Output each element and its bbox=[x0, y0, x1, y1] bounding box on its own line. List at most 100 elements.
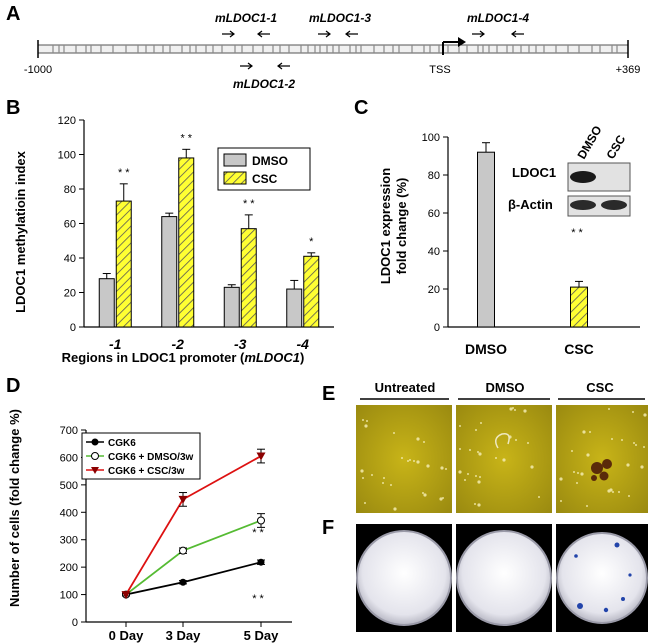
agar-speck bbox=[502, 458, 506, 462]
plate-csc bbox=[556, 532, 648, 624]
agar-speck bbox=[475, 475, 477, 477]
agar-speck bbox=[477, 503, 481, 507]
blot-lane-csc: CSC bbox=[603, 132, 628, 161]
agar-speck bbox=[559, 477, 563, 481]
blot-lane-dmso: DMSO bbox=[574, 123, 604, 161]
agar-speck bbox=[632, 411, 634, 413]
agar-speck bbox=[495, 457, 497, 459]
panel-label-b: B bbox=[6, 97, 20, 119]
chart-b-ylabel: LDOC1 methylatioin index bbox=[13, 150, 28, 313]
agar-image-untreated bbox=[356, 405, 452, 513]
panel-label-f: F bbox=[322, 517, 334, 539]
chart-b-xlabel-italic: mLDOC1 bbox=[244, 350, 300, 365]
plate-csc-colonies bbox=[574, 542, 632, 613]
chart-b-bar-dmso bbox=[286, 288, 303, 328]
agar-speck bbox=[467, 473, 469, 475]
agar-speck bbox=[474, 503, 476, 505]
agar-speck bbox=[409, 459, 411, 461]
chart-b-legend: DMSO CSC bbox=[217, 147, 311, 191]
agar-speck bbox=[560, 500, 562, 502]
agar-speck bbox=[571, 450, 573, 452]
chart-b-ytick-label: 120 bbox=[58, 115, 76, 127]
region-label-1: mLDOC1-1 bbox=[215, 11, 277, 25]
chart-c-ylabel-line2: fold change (%) bbox=[394, 178, 409, 275]
chart-c-ytick-label: 100 bbox=[422, 132, 440, 144]
chart-d-significance: * * bbox=[252, 593, 264, 605]
chart-b-bar-dmso bbox=[223, 286, 240, 328]
chart-c-expression: 0 20 40 60 80 100 DMSO CSC * * bbox=[422, 132, 640, 357]
chart-b-xtick-label: -1 bbox=[109, 336, 122, 352]
agar-speck bbox=[401, 457, 403, 459]
chart-b-bar-csc bbox=[240, 228, 257, 328]
agar-debris-dmso bbox=[495, 432, 510, 449]
agar-speck bbox=[514, 409, 516, 411]
chart-b-xlabel-prefix: Regions in LDOC1 promoter ( bbox=[62, 350, 245, 365]
plate-dmso bbox=[456, 530, 552, 626]
agar-speck bbox=[635, 444, 637, 446]
legend-marker-dmso bbox=[91, 452, 99, 460]
legend-marker-cgk6 bbox=[91, 438, 99, 446]
agar-speck bbox=[640, 465, 644, 469]
chart-b-bar-csc bbox=[303, 255, 320, 328]
agar-speck bbox=[609, 488, 613, 492]
agar-speck bbox=[360, 469, 364, 473]
chart-c-ytick-label: 0 bbox=[434, 322, 440, 334]
legend-swatch-dmso bbox=[223, 153, 247, 167]
agar-speck bbox=[407, 460, 409, 462]
chart-d-ytick-label: 300 bbox=[60, 535, 78, 547]
blot-band-ldoc1-dmso bbox=[570, 171, 596, 183]
legend-label-dmso-3w: CGK6 + DMSO/3w bbox=[108, 452, 194, 463]
chart-d-legend: CGK6 CGK6 + DMSO/3w CGK6 + CSC/3w bbox=[81, 432, 201, 480]
agar-speck bbox=[383, 477, 385, 479]
agar-speck bbox=[393, 507, 397, 511]
chart-d-ytick-label: 700 bbox=[60, 425, 78, 437]
agar-speck bbox=[416, 460, 420, 464]
chart-c-ytick-label: 40 bbox=[428, 246, 440, 258]
map-start-label: -1000 bbox=[24, 64, 52, 76]
agar-speck bbox=[523, 409, 527, 413]
chart-d-ytick-label: 400 bbox=[60, 507, 78, 519]
chart-d-point bbox=[256, 452, 266, 461]
chart-c-bar-csc bbox=[570, 286, 588, 328]
chart-b-bar-csc bbox=[115, 200, 132, 328]
agar-speck bbox=[445, 468, 447, 470]
legend-label-dmso: DMSO bbox=[252, 154, 288, 168]
agar-speck bbox=[426, 464, 430, 468]
agar-speck bbox=[643, 413, 647, 417]
agar-speck bbox=[423, 493, 427, 497]
agar-speck bbox=[479, 476, 481, 478]
agar-speck bbox=[618, 491, 620, 493]
chart-b-xtick-label: -3 bbox=[234, 336, 247, 352]
chart-d-point bbox=[257, 516, 265, 525]
agar-speck bbox=[530, 465, 534, 469]
legend-label-cgk6: CGK6 bbox=[108, 438, 136, 449]
chart-d-xtick-label: 5 Day bbox=[244, 628, 279, 643]
agar-speck bbox=[633, 442, 635, 444]
agar-speck bbox=[362, 419, 364, 421]
agar-speck bbox=[478, 452, 482, 456]
agar-speck bbox=[364, 424, 368, 428]
tss-label: TSS bbox=[429, 64, 450, 76]
map-end-label: +369 bbox=[616, 64, 641, 76]
chart-b-ytick-label: 40 bbox=[64, 253, 76, 265]
chart-b-bar-dmso bbox=[98, 278, 115, 328]
agar-speck bbox=[362, 477, 364, 479]
agar-speck bbox=[459, 425, 461, 427]
agar-speck bbox=[512, 407, 514, 409]
primer-arrows bbox=[222, 30, 524, 70]
chart-b-ytick-label: 100 bbox=[58, 150, 76, 162]
blot-row-actin: β-Actin bbox=[508, 197, 553, 212]
chart-c-xtick-label: CSC bbox=[564, 341, 594, 357]
agar-speck bbox=[458, 470, 462, 474]
soft-agar-images: Untreated DMSO CSC bbox=[356, 380, 648, 513]
chart-d-significance: * * bbox=[252, 527, 264, 539]
legend-marker-csc bbox=[91, 467, 99, 474]
chart-d-ytick-label: 600 bbox=[60, 452, 78, 464]
chart-d-ytick-label: 0 bbox=[72, 617, 78, 629]
agar-speck bbox=[416, 437, 420, 441]
chart-d-ytick-label: 500 bbox=[60, 480, 78, 492]
agar-speck bbox=[422, 492, 424, 494]
agar-speck bbox=[608, 408, 610, 410]
chart-d-ytick-label: 200 bbox=[60, 562, 78, 574]
